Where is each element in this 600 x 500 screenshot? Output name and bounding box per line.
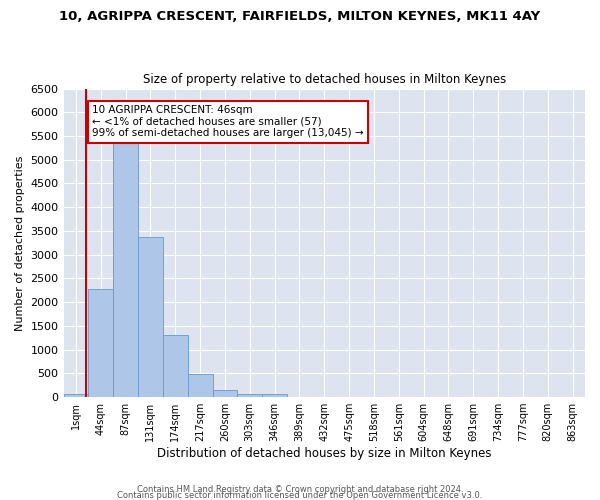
Bar xyxy=(113,140,138,397)
Bar xyxy=(262,394,287,397)
Text: Contains public sector information licensed under the Open Government Licence v3: Contains public sector information licen… xyxy=(118,490,482,500)
Title: Size of property relative to detached houses in Milton Keynes: Size of property relative to detached ho… xyxy=(143,73,506,86)
Y-axis label: Number of detached properties: Number of detached properties xyxy=(15,155,25,330)
Bar xyxy=(212,390,238,397)
Bar xyxy=(238,394,262,397)
Bar xyxy=(88,289,113,397)
Text: 10, AGRIPPA CRESCENT, FAIRFIELDS, MILTON KEYNES, MK11 4AY: 10, AGRIPPA CRESCENT, FAIRFIELDS, MILTON… xyxy=(59,10,541,23)
Bar xyxy=(138,236,163,397)
Text: Contains HM Land Registry data © Crown copyright and database right 2024.: Contains HM Land Registry data © Crown c… xyxy=(137,484,463,494)
Bar xyxy=(64,394,88,397)
Bar xyxy=(188,374,212,397)
Bar xyxy=(163,335,188,397)
Text: 10 AGRIPPA CRESCENT: 46sqm
← <1% of detached houses are smaller (57)
99% of semi: 10 AGRIPPA CRESCENT: 46sqm ← <1% of deta… xyxy=(92,105,364,138)
X-axis label: Distribution of detached houses by size in Milton Keynes: Distribution of detached houses by size … xyxy=(157,447,491,460)
